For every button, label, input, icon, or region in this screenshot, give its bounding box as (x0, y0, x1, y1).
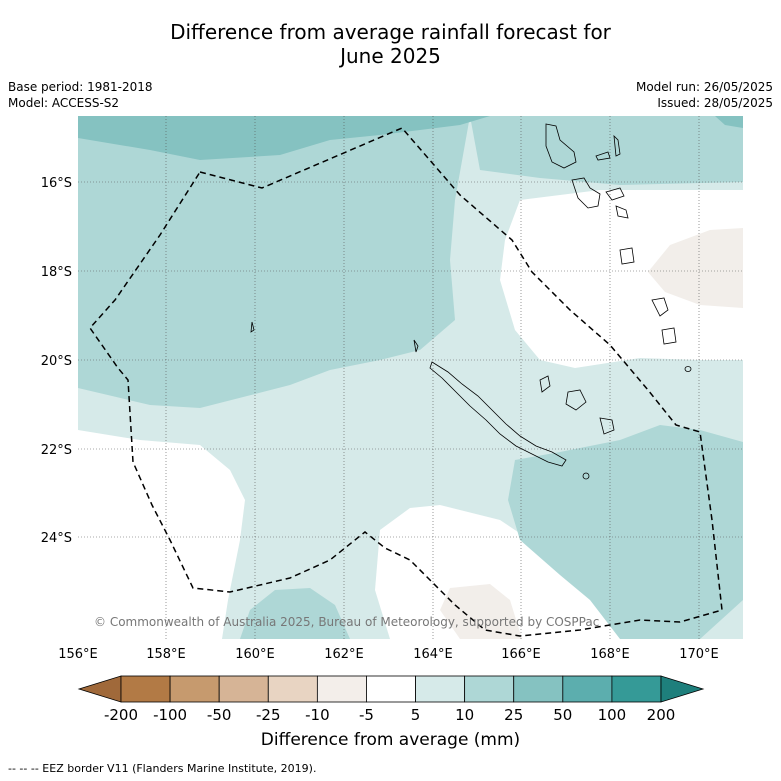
map-plot-area (78, 116, 743, 639)
colorbar-extend-low (77, 675, 122, 703)
base-period: Base period: 1981-2018 (8, 80, 153, 94)
colorbar-extend-high (660, 675, 705, 703)
fill-10-25-west (78, 116, 470, 408)
colorbar-tick-label: 5 (411, 706, 421, 724)
x-tick: 162°E (324, 647, 364, 662)
colorbar-bin (513, 675, 564, 703)
colorbar-tick-label: 200 (647, 706, 676, 724)
colorbar-tick-label: -200 (104, 706, 138, 724)
fill-neutral-east (500, 190, 743, 368)
colorbar-tick-label: -100 (153, 706, 187, 724)
meta-left: Base period: 1981-2018 Model: ACCESS-S2 (8, 79, 153, 111)
colorbar-tick-label: 10 (455, 706, 474, 724)
x-tick: 158°E (146, 647, 186, 662)
colorbar (77, 675, 705, 703)
colorbar-bin (169, 675, 220, 703)
fill-25-50-north (78, 116, 490, 160)
colorbar-bin (218, 675, 269, 703)
x-tick: 164°E (413, 647, 453, 662)
y-tick: 16°S (41, 176, 72, 191)
colorbar-tick-label: -10 (305, 706, 330, 724)
colorbar-tick-label: 100 (598, 706, 627, 724)
fill-10-25-southeast (508, 425, 743, 639)
x-axis-ticks: 156°E 158°E 160°E 162°E 164°E 166°E 168°… (58, 647, 719, 662)
meta-right: Model run: 26/05/2025 Issued: 28/05/2025 (636, 79, 773, 111)
colorbar-bin (316, 675, 367, 703)
title-line-2: June 2025 (340, 44, 441, 68)
page-title: Difference from average rainfall forecas… (0, 20, 781, 68)
y-tick: 22°S (41, 443, 72, 458)
fill-neutral-south (375, 505, 640, 639)
colorbar-bin (267, 675, 318, 703)
new-caledonia-island (429, 361, 567, 467)
fill-neg-east (648, 228, 743, 308)
colorbar-tick-label: -5 (359, 706, 374, 724)
colorbar-bin (562, 675, 613, 703)
copyright-notice: © Commonwealth of Australia 2025, Bureau… (94, 615, 599, 629)
colorbar-bin (464, 675, 515, 703)
x-tick: 156°E (58, 647, 98, 662)
footer-note: -- -- -- EEZ border V11 (Flanders Marine… (8, 762, 317, 775)
colorbar-tick-label: 50 (553, 706, 572, 724)
y-axis-ticks: 16°S 18°S 20°S 22°S 24°S (41, 176, 72, 546)
gridlines (78, 116, 743, 639)
eez-border (89, 127, 723, 637)
fill-25-50-corner (715, 116, 743, 128)
fill-neutral-southwest (78, 430, 245, 639)
colorbar-bin (120, 675, 171, 703)
x-tick: 160°E (235, 647, 275, 662)
x-tick: 166°E (501, 647, 541, 662)
y-tick: 18°S (41, 265, 72, 280)
y-tick: 20°S (41, 354, 72, 369)
colorbar-ticks: -200 -100 -50 -25 -10 -5 5 10 25 50 100 200 (104, 706, 675, 724)
fill-10-25-northeast (470, 116, 743, 185)
colorbar-tick-label: 25 (504, 706, 523, 724)
small-islands (250, 123, 692, 480)
colorbar-label: Difference from average (mm) (260, 730, 521, 750)
fill-10-25-south (240, 588, 350, 639)
fill-neg-south (440, 584, 522, 639)
colorbar-tick-label: -25 (256, 706, 281, 724)
title-line-1: Difference from average rainfall forecas… (170, 20, 611, 44)
x-tick: 170°E (679, 647, 719, 662)
y-tick: 24°S (41, 531, 72, 546)
colorbar-tick-label: -50 (207, 706, 232, 724)
model-run: Model run: 26/05/2025 (635, 80, 773, 94)
colorbar-bin (611, 675, 662, 703)
x-tick: 168°E (590, 647, 630, 662)
model-name: Model: ACCESS-S2 (8, 96, 120, 110)
issued-date: Issued: 28/05/2025 (657, 96, 773, 110)
colorbar-bin (366, 675, 416, 703)
colorbar-bin (415, 675, 466, 703)
